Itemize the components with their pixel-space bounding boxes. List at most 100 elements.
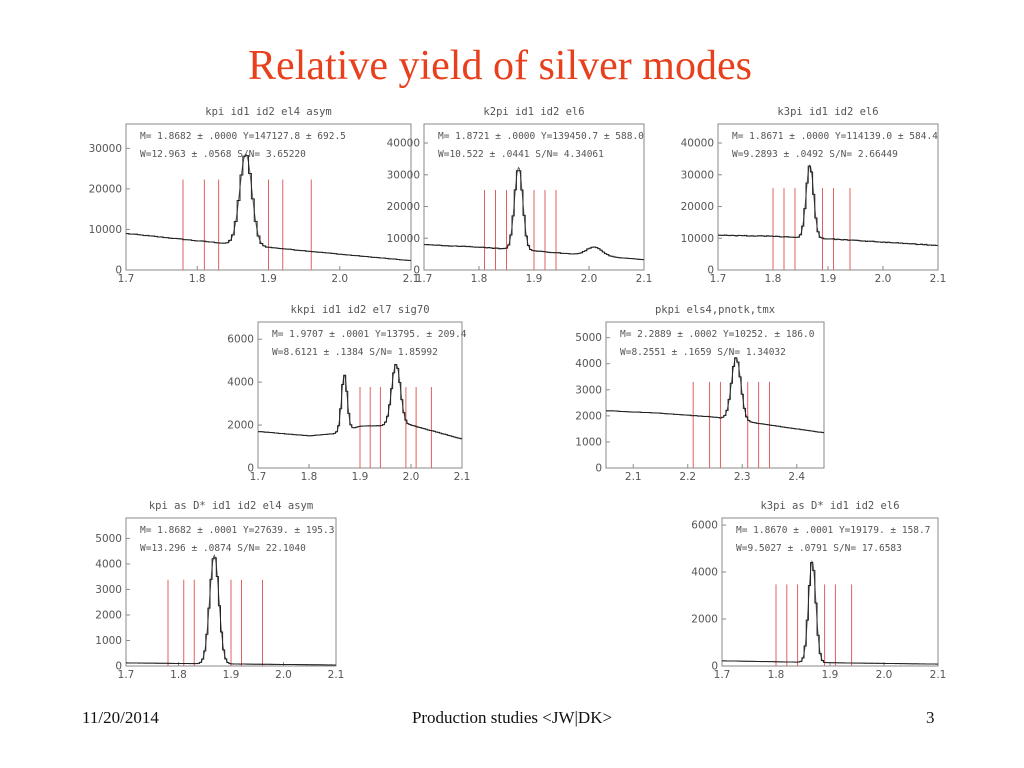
y-tick-label: 4000	[575, 358, 602, 370]
x-tick-label: 1.7	[250, 471, 267, 483]
y-tick-label: 40000	[681, 138, 714, 150]
histogram-steps	[718, 165, 938, 247]
histogram-svg: k2pi id1 id2 el6 0 10000 20000 30000 40000 1.7…	[387, 106, 653, 285]
plot-title: k3pi as D* id1 id2 el6	[760, 500, 899, 512]
fit-stats-line: W=8.6121 ± .1384 S/N= 1.85992	[272, 347, 438, 358]
x-tick-label: 2.1	[930, 273, 947, 285]
fit-stats-line: M= 1.8682 ± .0000 Y=147127.8 ± 692.5	[140, 131, 346, 142]
histogram-steps	[258, 363, 462, 440]
footer-date: 11/20/2014	[82, 708, 159, 727]
x-tick-label: 1.9	[820, 273, 837, 285]
y-tick-label: 0	[595, 463, 602, 475]
y-tick-label: 30000	[387, 169, 420, 181]
plot-frame	[717, 123, 939, 271]
histogram-svg: pkpi els4,pnotk,tmx 0 1000 2000 3000 4000 5000…	[575, 304, 825, 483]
x-tick-label: 2.0	[403, 471, 420, 483]
fit-stats-line: W=9.2893 ± .0492 S/N= 2.66449	[732, 149, 898, 160]
x-tick-label: 2.0	[876, 669, 893, 681]
y-tick-label: 20000	[387, 201, 420, 213]
footer-title: Production studies <JW|DK>	[411, 708, 613, 727]
plot-title: k3pi id1 id2 el6	[777, 106, 878, 118]
x-tick-label: 1.8	[170, 669, 187, 681]
y-tick-label: 10000	[387, 233, 420, 245]
x-tick-label: 1.9	[223, 669, 240, 681]
fit-curve	[717, 164, 939, 247]
fit-stats-line: M= 1.8682 ± .0001 Y=27639. ± 195.3	[140, 525, 334, 536]
x-tick-label: 2.1	[930, 669, 947, 681]
plot-title: kkpi id1 id2 el7 sig70	[290, 304, 429, 316]
fit-stats-line: W=13.296 ± .0874 S/N= 22.1040	[140, 543, 306, 554]
x-tick-label: 1.8	[768, 669, 785, 681]
slide-title: Relative yield of silver modes	[248, 43, 752, 89]
fit-stats-line: W=12.963 ± .0568 S/N= 3.65220	[140, 149, 306, 160]
x-tick-label: 2.1	[328, 669, 345, 681]
fit-curve	[721, 560, 939, 665]
y-tick-label: 0	[115, 661, 122, 673]
y-tick-label: 4000	[227, 377, 254, 389]
x-tick-label: 2.0	[581, 273, 598, 285]
x-tick-label: 1.8	[189, 273, 206, 285]
y-tick-label: 3000	[95, 584, 122, 596]
x-tick-label: 2.0	[331, 273, 348, 285]
y-tick-label: 20000	[89, 183, 122, 195]
x-tick-label: 1.7	[714, 669, 731, 681]
plot-title: kpi as D* id1 id2 el4 asym	[149, 500, 313, 512]
y-tick-label: 5000	[575, 332, 602, 344]
plot-frame	[605, 321, 825, 469]
x-tick-label: 2.1	[454, 471, 471, 483]
x-tick-label: 1.8	[471, 273, 488, 285]
x-tick-label: 2.0	[875, 273, 892, 285]
histogram-steps	[126, 557, 336, 666]
fit-stats-line: W=8.2551 ± .1659 S/N= 1.34032	[620, 347, 786, 358]
x-tick-label: 1.9	[260, 273, 277, 285]
fit-stats-line: W=9.5027 ± .0791 S/N= 17.6583	[736, 543, 902, 554]
fit-stats-line: M= 1.8721 ± .0000 Y=139450.7 ± 588.0	[438, 131, 644, 142]
y-tick-label: 2000	[227, 420, 254, 432]
plot-kkpi: kkpi id1 id2 el7 sig70 0 2000 4000 6000 1.7 1.…	[212, 300, 470, 484]
histogram-svg: k3pi as D* id1 id2 el6 0 2000 4000 6000 1.7 1.…	[691, 500, 946, 681]
plot-k3pi: k3pi id1 id2 el6 0 10000 20000 30000 40000 1.7…	[672, 102, 947, 286]
y-tick-label: 2000	[575, 410, 602, 422]
y-tick-label: 0	[413, 265, 420, 277]
y-tick-label: 30000	[681, 169, 714, 181]
y-tick-label: 2000	[95, 609, 122, 621]
x-tick-label: 1.9	[526, 273, 543, 285]
plot-kpi: kpi id1 id2 el4 asym 0 10000 20000 30000 1.7 1…	[80, 102, 420, 286]
histogram-svg: kkpi id1 id2 el7 sig70 0 2000 4000 6000 1.7 1.…	[227, 304, 470, 483]
plot-k2pi: k2pi id1 id2 el6 0 10000 20000 30000 40000 1.7…	[378, 102, 653, 286]
y-tick-label: 5000	[95, 533, 122, 545]
fit-stats-line: M= 1.8671 ± .0000 Y=114139.0 ± 584.4	[732, 131, 938, 142]
histogram-svg: kpi id1 id2 el4 asym 0 10000 20000 30000 1.7 1…	[89, 106, 420, 285]
x-tick-label: 2.3	[734, 471, 751, 483]
plot-title: kpi id1 id2 el4 asym	[205, 106, 331, 118]
y-tick-label: 3000	[575, 384, 602, 396]
y-tick-label: 6000	[227, 334, 254, 346]
histogram-steps	[606, 357, 824, 433]
x-tick-label: 1.7	[118, 669, 135, 681]
y-tick-label: 2000	[691, 614, 718, 626]
x-tick-label: 2.1	[403, 273, 420, 285]
y-tick-label: 10000	[681, 233, 714, 245]
fit-stats-line: M= 2.2889 ± .0002 Y=10252. ± 186.0	[620, 329, 815, 340]
y-tick-label: 10000	[89, 224, 122, 236]
y-tick-label: 40000	[387, 138, 420, 150]
plot-title: pkpi els4,pnotk,tmx	[655, 304, 775, 316]
x-tick-label: 1.7	[710, 273, 727, 285]
y-tick-label: 6000	[691, 520, 718, 532]
fit-curve	[605, 357, 825, 434]
x-tick-label: 2.1	[625, 471, 642, 483]
y-tick-label: 0	[247, 463, 254, 475]
histogram-steps	[722, 562, 938, 665]
page-number: 3	[926, 708, 935, 727]
y-tick-label: 1000	[95, 635, 122, 647]
x-tick-label: 1.9	[822, 669, 839, 681]
y-tick-label: 0	[707, 265, 714, 277]
y-tick-label: 4000	[95, 558, 122, 570]
x-tick-label: 2.4	[788, 471, 805, 483]
y-tick-label: 20000	[681, 201, 714, 213]
plot-pkpi: pkpi els4,pnotk,tmx 0 1000 2000 3000 4000 5000…	[560, 300, 828, 484]
fit-stats-line: M= 1.9707 ± .0001 Y=13795. ± 209.4	[272, 329, 467, 340]
x-tick-label: 1.7	[416, 273, 433, 285]
x-tick-label: 1.9	[352, 471, 369, 483]
x-tick-label: 1.8	[765, 273, 782, 285]
